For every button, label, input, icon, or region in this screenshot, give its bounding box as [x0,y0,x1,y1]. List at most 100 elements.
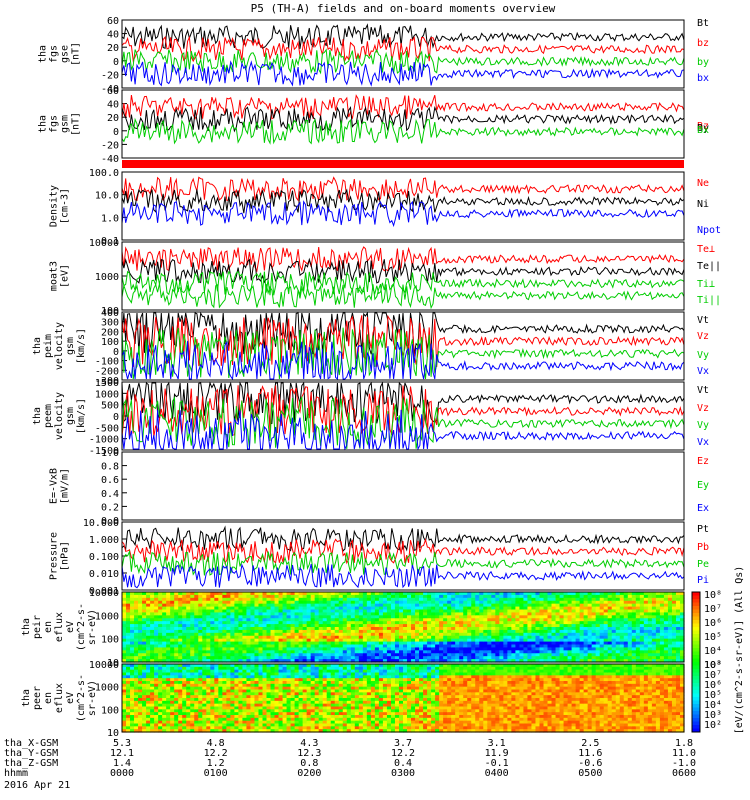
heatmap-cell [258,729,264,733]
heatmap-cell [254,644,260,649]
heatmap-cell [290,592,296,596]
heatmap-cell [234,650,240,654]
heatmap-cell [623,618,629,622]
heatmap-cell [543,606,549,611]
heatmap-cell [214,681,219,685]
heatmap-cell [194,675,199,679]
ytick-label: 1.0 [101,213,119,224]
heatmap-cell [415,659,420,663]
heatmap-cell [206,641,211,646]
heatmap-cell [298,686,304,691]
heatmap-cell [322,641,328,646]
heatmap-cell [575,638,581,643]
heatmap-cell [134,695,139,699]
ylabel-line: peim [43,334,54,358]
heatmap-cell [394,594,400,599]
heatmap-cell [571,653,577,657]
heatmap-cell [214,695,219,699]
heatmap-cell [266,675,272,679]
heatmap-cell [234,706,240,710]
heatmap-cell [655,606,661,611]
heatmap-cell [246,695,252,699]
heatmap-cell [186,600,191,605]
heatmap-cell [675,592,681,596]
heatmap-cell [627,603,633,608]
heatmap-cell [415,594,420,599]
heatmap-cell [218,664,223,668]
heatmap-cell [298,653,304,657]
heatmap-cell [154,675,159,679]
heatmap-cell [635,618,641,622]
heatmap-cell [214,632,219,637]
heatmap-cell [186,723,191,727]
heatmap-cell [459,653,464,657]
heatmap-cell [647,650,653,654]
heatmap-cell [310,709,316,713]
heatmap-cell [539,632,545,637]
ytick-label: 100 [101,635,119,646]
heatmap-cell [503,624,508,628]
heatmap-cell [146,600,151,605]
heatmap-cell [282,729,288,733]
heatmap-cell [162,621,167,625]
heatmap-cell [222,603,227,608]
heatmap-cell [134,700,139,705]
heatmap-cell [487,638,492,643]
heatmap-cell [178,672,183,676]
heatmap-cell [378,615,384,619]
heatmap-cell [286,621,292,625]
heatmap-cell [403,647,408,651]
heatmap-cell [334,700,340,705]
heatmap-cell [559,621,565,625]
heatmap-cell [298,692,304,696]
heatmap-cell [350,647,356,651]
heatmap-cell [419,632,424,637]
heatmap-cell [527,627,533,631]
heatmap-cell [130,689,135,693]
heatmap-cell [150,659,155,663]
heatmap-cell [198,723,203,727]
heatmap-cell [535,632,541,637]
heatmap-cell [130,703,135,708]
heatmap-cell [286,656,292,660]
heatmap-cell [126,715,131,719]
heatmap-cell [218,600,223,605]
heatmap-cell [170,669,175,674]
heatmap-cell [222,594,227,599]
heatmap-cell [318,615,324,619]
ytick-label: 10 [107,658,119,669]
heatmap-cell [627,609,633,614]
heatmap-cell [306,700,312,705]
heatmap-cell [627,632,633,637]
heatmap-cell [366,627,372,631]
heatmap-cell [142,689,147,693]
heatmap-cell [354,672,360,676]
heatmap-cell [222,700,227,705]
heatmap-cell [322,692,328,696]
heatmap-cell [246,597,252,602]
heatmap-cell [551,597,557,602]
heatmap-cell [346,641,352,646]
heatmap-cell [202,692,207,696]
heatmap-cell [591,624,597,628]
heatmap-cell [310,635,316,640]
heatmap-cell [358,629,364,634]
heatmap-cell [322,618,328,622]
heatmap-cell [198,612,203,616]
heatmap-cell [322,627,328,631]
heatmap-cell [186,621,191,625]
heatmap-cell [467,656,472,660]
heatmap-cell [266,729,272,733]
heatmap-cell [435,615,440,619]
heatmap-cell [142,641,147,646]
heatmap-cell [182,681,187,685]
panel-frame [121,591,685,663]
heatmap-cell [567,600,573,605]
heatmap-cell [655,641,661,646]
heatmap-cell [398,609,404,614]
heatmap-cell [599,594,605,599]
heatmap-cell [130,700,135,705]
heatmap-cell [611,600,617,605]
heatmap-cell [318,712,324,716]
heatmap-cell [571,603,577,608]
